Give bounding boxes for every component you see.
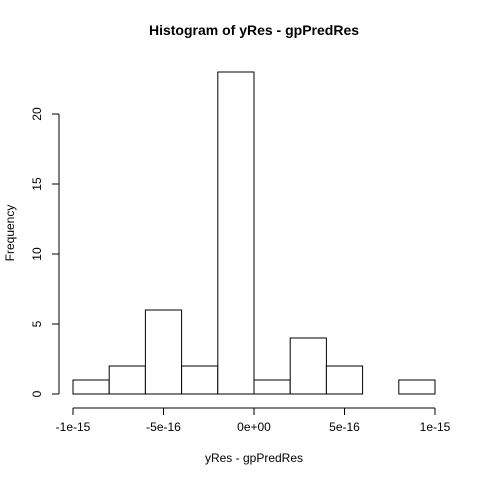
y-tick-label: 20 <box>30 107 44 121</box>
chart-title: Histogram of yRes - gpPredRes <box>149 22 359 38</box>
y-tick-label: 5 <box>30 320 44 327</box>
y-tick-label: 0 <box>30 390 44 397</box>
y-tick-label: 15 <box>30 177 44 191</box>
histogram-bar <box>253 379 291 395</box>
x-axis-label: yRes - gpPredRes <box>205 451 303 465</box>
y-tick-label: 10 <box>30 247 44 261</box>
x-axis: -1e-15 -5e-16 0e+00 5e-16 1e-15 <box>56 407 451 434</box>
histogram-bar <box>181 365 219 395</box>
histogram-bar <box>289 337 327 395</box>
histogram-bar <box>144 309 183 395</box>
histogram-bar <box>325 365 364 395</box>
histogram-bar <box>108 365 146 395</box>
bars-group <box>72 71 436 395</box>
x-tick-label: 0e+00 <box>237 420 271 434</box>
y-axis-label: Frequency <box>3 205 17 262</box>
histogram-bar <box>217 71 255 395</box>
histogram-bar <box>398 379 436 395</box>
x-tick-label: -1e-15 <box>56 420 91 434</box>
y-axis: 0 5 10 15 20 <box>30 107 60 397</box>
x-tick-label: 1e-15 <box>420 420 451 434</box>
histogram-bar <box>72 379 110 395</box>
x-tick-label: -5e-16 <box>146 420 181 434</box>
x-tick-label: 5e-16 <box>329 420 360 434</box>
